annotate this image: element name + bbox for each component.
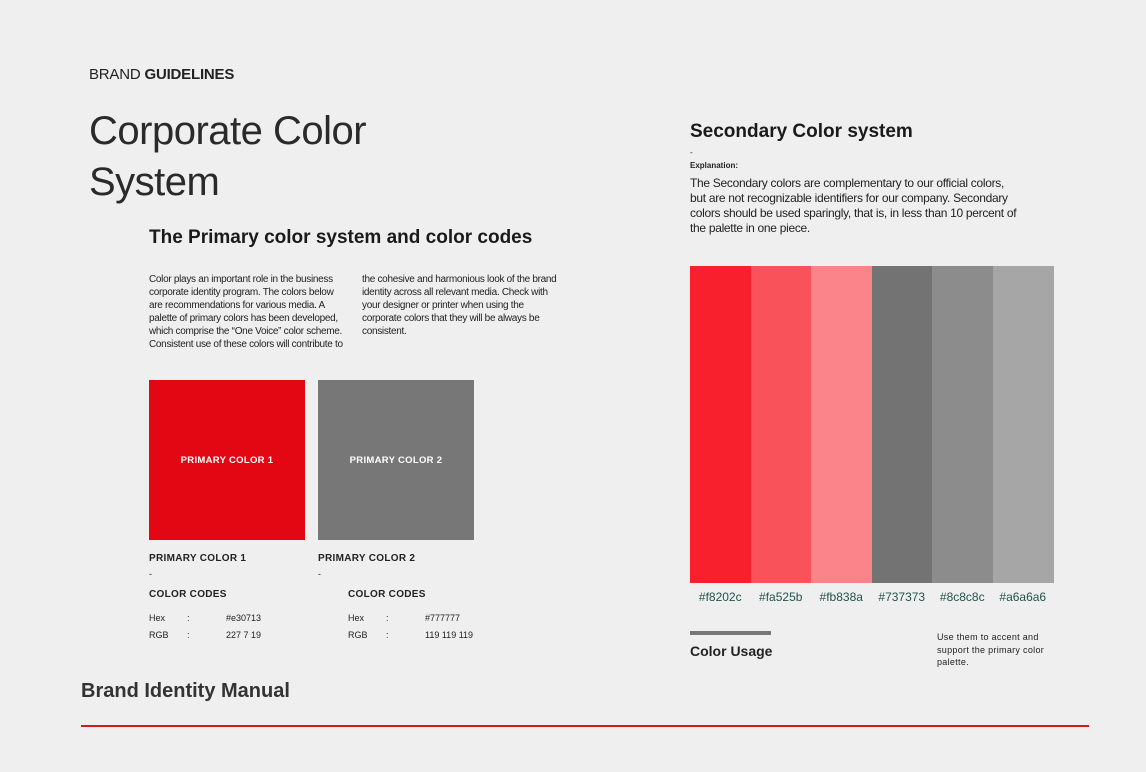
usage-title: Color Usage — [690, 643, 773, 659]
hex-label: #737373 — [878, 590, 926, 604]
dash: - — [690, 148, 693, 157]
hex-value: #e30713 — [226, 613, 262, 623]
hex-label: #f8202c — [698, 590, 742, 604]
sep: : — [187, 630, 190, 640]
usage-note: Use them to accent and support the prima… — [937, 632, 1045, 667]
rgb-value: 119 119 119 — [425, 630, 474, 640]
footer-title: Brand Identity Manual — [81, 680, 290, 702]
footer-rule — [81, 725, 1089, 727]
page-title: Corporate Color System — [89, 109, 367, 204]
color-strip — [871, 266, 933, 583]
dash: - — [149, 569, 152, 579]
hex-label: #8c8c8c — [939, 590, 985, 604]
header-prefix: BRAND — [89, 66, 141, 83]
secondary-heading: Secondary Color system — [690, 121, 913, 142]
header-bold: GUIDELINES — [144, 66, 235, 83]
color-swatch: PRIMARY COLOR 1 — [149, 380, 305, 540]
color-strip — [811, 266, 872, 583]
rgb-key: RGB — [348, 630, 368, 640]
sep: : — [386, 630, 389, 640]
rgb-key: RGB — [149, 630, 169, 640]
brand-header: BRAND GUIDELINES — [89, 66, 234, 83]
sep: : — [187, 613, 190, 623]
swatch-name: PRIMARY COLOR 1 — [149, 553, 247, 564]
primary-body: Color plays an important role in the bus… — [149, 274, 557, 350]
color-swatch: PRIMARY COLOR 2 — [318, 380, 474, 540]
explanation-label: Explanation: — [690, 161, 739, 170]
usage-bar — [690, 631, 771, 635]
secondary-body: The Secondary colors are complementary t… — [690, 176, 1017, 235]
rgb-value: 227 7 19 — [226, 630, 262, 640]
codes-title: COLOR CODES — [149, 589, 227, 600]
swatch-name: PRIMARY COLOR 2 — [318, 553, 416, 564]
color-strip — [750, 266, 812, 583]
codes-title: COLOR CODES — [348, 589, 426, 600]
sep: : — [386, 613, 389, 623]
dash: - — [318, 569, 321, 579]
hex-key: Hex — [348, 613, 365, 623]
hex-label: #fa525b — [759, 590, 803, 604]
primary-heading: The Primary color system and color codes — [149, 227, 533, 248]
hex-key: Hex — [149, 613, 166, 623]
hex-label: #a6a6a6 — [999, 590, 1047, 604]
hex-label: #fb838a — [819, 590, 863, 604]
hex-value: #777777 — [425, 613, 461, 623]
color-strip — [690, 266, 751, 583]
color-strip — [932, 266, 993, 583]
color-strip — [992, 266, 1054, 583]
